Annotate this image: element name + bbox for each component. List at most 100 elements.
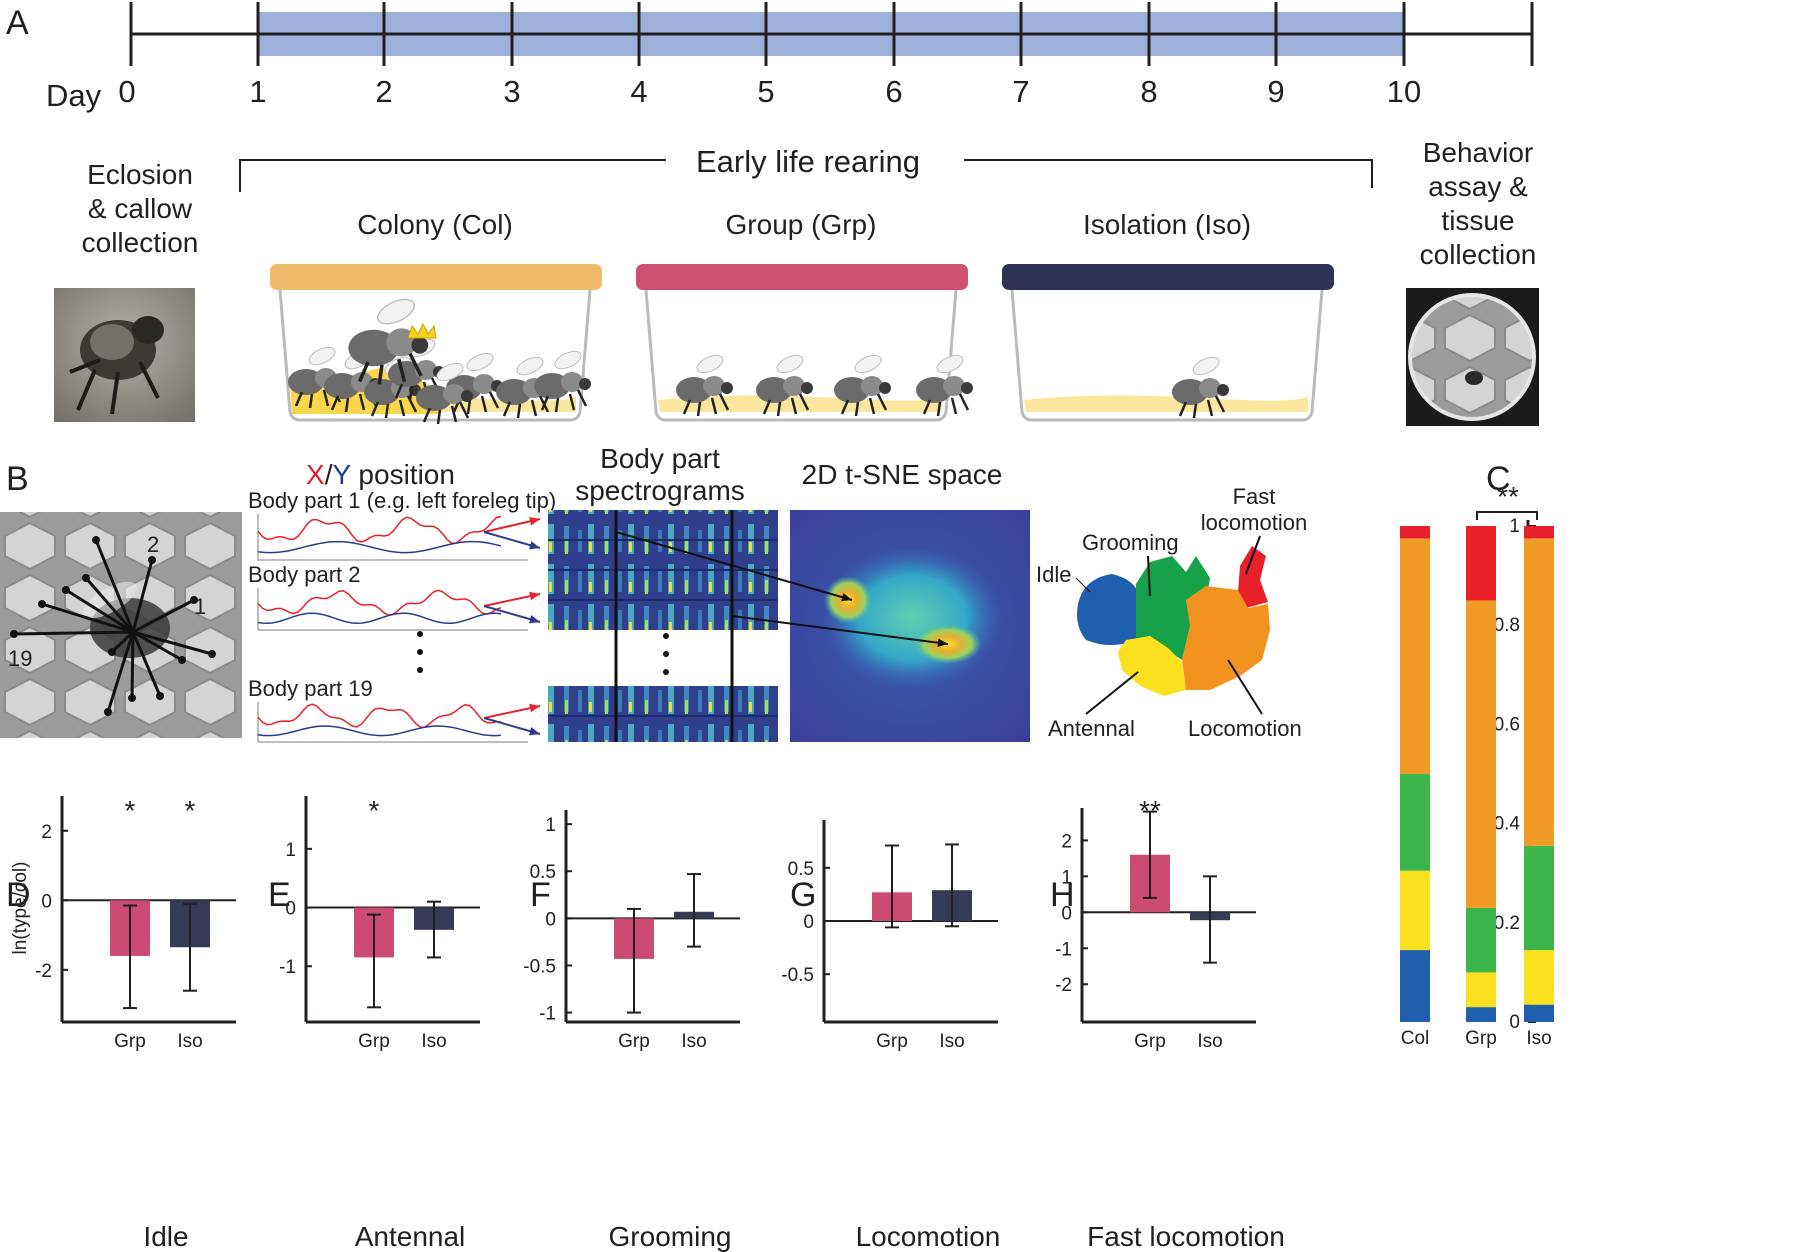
chart-y-tick-label: 0 [1061, 903, 1072, 924]
behavior-region-fast-locomotion [1238, 546, 1268, 608]
condition-label: Colony (Col) [357, 209, 513, 240]
chart-category-label: Iso [681, 1031, 706, 1052]
arrow-y-19-head [529, 727, 540, 736]
skeleton-keypoint [148, 556, 156, 564]
trace-part-19-axes [257, 702, 528, 743]
container-lid [636, 264, 968, 290]
chart-y-tick-label: 0 [803, 912, 814, 933]
chart-c-bar-segment-idle [1524, 1004, 1554, 1022]
trace-part-1-y-trace [257, 540, 502, 554]
chart-c-bar-segment-antennal [1466, 972, 1496, 1008]
chart-c-bar-segment-idle [1400, 950, 1430, 1022]
chart-c-y-tick-label: 0.4 [1494, 814, 1521, 835]
keypoint-label-1: 1 [194, 594, 206, 619]
map-label-fast: Fast [1233, 484, 1276, 509]
bee-leg [576, 389, 588, 407]
condition-label: Isolation (Iso) [1083, 209, 1251, 240]
chart-category-label: Iso [421, 1031, 446, 1052]
bee-leg [696, 401, 702, 417]
chart-c-bar-segment-grooming [1400, 774, 1430, 871]
bee-abdomen [348, 329, 399, 367]
tsne-arrow-1 [615, 531, 853, 601]
container-bedding [1024, 395, 1308, 412]
bee-leg [840, 399, 850, 415]
chart-title: Antennal [355, 1221, 466, 1252]
colony-bee [446, 352, 503, 415]
bee-thorax [861, 376, 883, 396]
group-bee [834, 354, 891, 417]
chart-c-bar-segment-fast-locomotion [1400, 526, 1430, 539]
bee-wing [554, 350, 582, 370]
skeleton-segment [65, 588, 134, 634]
skeleton-segment [130, 631, 135, 699]
bee-leg [936, 401, 942, 417]
skeleton-keypoint [208, 650, 216, 658]
bee-head [961, 382, 973, 394]
chart-c-bar-segment-grooming [1466, 907, 1496, 973]
chart-y-tick-label: 0 [41, 891, 52, 912]
timeline-day-label: 6 [885, 74, 902, 109]
callow-bee-leg [138, 361, 160, 399]
bee-head [461, 390, 473, 402]
timeline-day-label: 9 [1267, 74, 1284, 109]
bee-leg [540, 395, 550, 411]
assay-arena-rim [1408, 293, 1536, 421]
bee-wing [1192, 356, 1220, 376]
bee-leg [776, 401, 782, 417]
spectrogram-title-2: spectrograms [575, 475, 745, 506]
chart-h: -2 -1 0 1 2 Grp ** Iso Fast locomotion [1055, 795, 1285, 1252]
ellipsis-dot [663, 633, 669, 639]
map-label-idle: Idle [1036, 562, 1071, 587]
tsne-title: 2D t-SNE space [802, 459, 1003, 490]
ellipsis-dot [417, 649, 423, 655]
eclosion-text: collection [82, 227, 199, 258]
bee-leg [408, 385, 414, 401]
isolated-bee [1172, 356, 1229, 419]
chart-c: 00.20.40.60.81fraction in behaviorColGrp… [1400, 481, 1554, 1049]
chart-y-tick-label: -2 [1055, 975, 1072, 996]
skeleton-keypoint [10, 630, 18, 638]
behavior-region-idle [1077, 574, 1140, 645]
chart-c-bar-segment-fast-locomotion [1466, 526, 1496, 601]
xy-position-title: X/Y position [306, 459, 455, 490]
bee-wing [436, 362, 464, 382]
chart-y-tick-label: -0.5 [781, 965, 814, 986]
bee-abdomen [496, 379, 532, 405]
chart-y-tick-label: 0 [285, 899, 296, 920]
assay-arena-dish [1410, 295, 1534, 419]
callow-bee-leg [69, 358, 101, 374]
trace-part-19-y-trace [257, 725, 502, 737]
bee-abdomen [916, 377, 952, 403]
assay-text: Behavior [1423, 137, 1534, 168]
xy-title-part: / [325, 459, 333, 490]
bee-leg [458, 401, 470, 419]
callow-bee-hair [90, 324, 134, 360]
chart-y-tick-label: -1 [279, 957, 296, 978]
chart-category-label: Grp [1134, 1031, 1166, 1052]
chart-y-tick-label: 1 [1061, 867, 1072, 888]
bee-leg [466, 399, 472, 415]
trace-part-1-x-trace [257, 515, 502, 544]
skeleton-keypoint [38, 600, 46, 608]
chart-category-label: Grp [618, 1031, 650, 1052]
eclosion-text: Eclosion [87, 159, 193, 190]
chart-y-tick-label: 2 [41, 822, 52, 843]
chart-c-bar-segment-idle [1466, 1007, 1496, 1022]
skeleton-keypoint [178, 656, 186, 664]
chart-c-bar-segment-antennal [1524, 950, 1554, 1005]
bee-wing [776, 354, 804, 374]
bee-abdomen [534, 373, 570, 399]
skeleton-segment [132, 630, 183, 662]
chart-significance-star: * [125, 795, 136, 826]
chart-y-tick-label: -2 [35, 961, 52, 982]
timeline-day-label: 10 [1387, 74, 1421, 109]
chart-y-tick-label: -1 [539, 1004, 556, 1025]
skeleton-segment [132, 630, 213, 656]
chart-c-category-label: Grp [1465, 1028, 1497, 1049]
map-label-antennal: Antennal [1048, 716, 1135, 741]
bee-abdomen [416, 385, 452, 411]
colony-queen-bee [348, 298, 429, 385]
bee-abdomen [288, 369, 324, 395]
bee-leg [436, 409, 442, 425]
arrow-x-19-head [529, 703, 540, 713]
